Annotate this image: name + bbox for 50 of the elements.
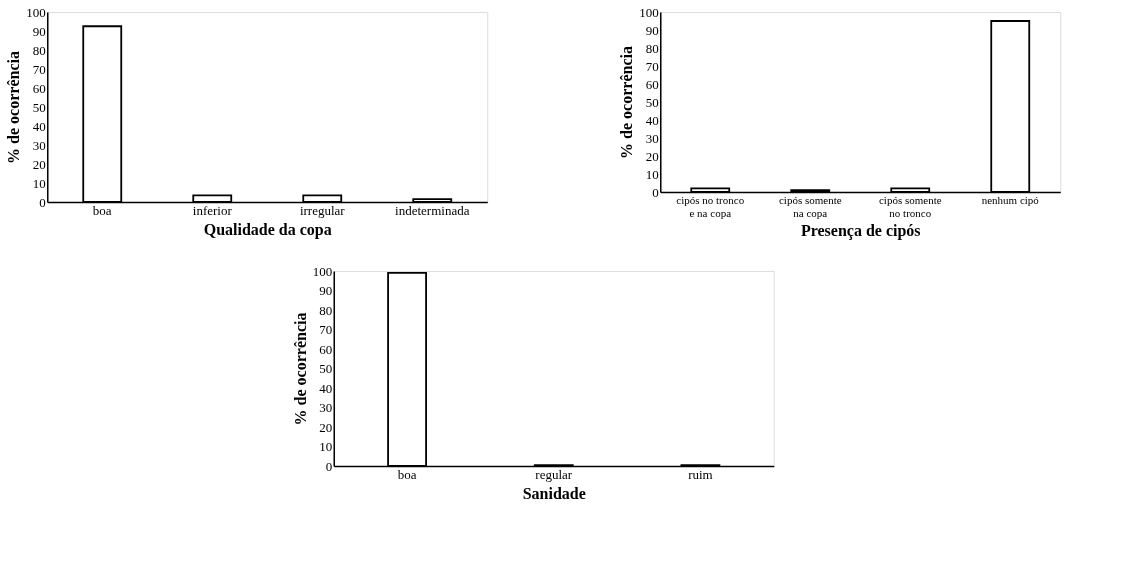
- y-tick-label: 40: [32, 118, 46, 134]
- y-tick-label: 60: [319, 341, 333, 357]
- y-tick-label: 20: [645, 148, 659, 164]
- x-tick-label: cipós no tronco e na copa: [676, 193, 745, 219]
- x-axis-title: Presença de cipós: [800, 221, 921, 240]
- x-tick-label: regular: [535, 466, 573, 482]
- y-tick-label: 60: [645, 76, 659, 92]
- y-axis-title: % de ocorrência: [291, 312, 309, 426]
- y-tick-label: 30: [319, 400, 333, 415]
- y-tick-label: 70: [319, 322, 333, 337]
- y-tick-label: 0: [652, 184, 659, 200]
- y-tick-label: 30: [645, 130, 659, 146]
- x-tick-label: ruim: [688, 466, 713, 482]
- x-tick-label: indeterminada: [395, 202, 470, 218]
- y-axis-title: % de ocorrência: [5, 51, 23, 164]
- y-tick-label: 90: [32, 23, 46, 39]
- x-tick-label: cipós somente na copa: [778, 193, 842, 219]
- y-tick-label: 50: [32, 99, 46, 115]
- y-tick-label: 70: [32, 61, 46, 77]
- x-axis-title: Qualidade da copa: [203, 220, 332, 239]
- y-tick-label: 10: [32, 175, 46, 191]
- y-tick-label: 40: [645, 112, 659, 128]
- y-tick-label: 10: [645, 166, 659, 182]
- y-tick-label: 0: [39, 194, 46, 210]
- y-tick-label: 80: [319, 302, 333, 318]
- y-tick-label: 80: [645, 40, 659, 56]
- x-axis-title: Sanidade: [522, 484, 586, 502]
- y-axis-title: % de ocorrência: [618, 46, 636, 159]
- y-tick-label: 100: [639, 4, 659, 20]
- y-tick-label: 60: [32, 80, 46, 96]
- x-tick-label: boa: [92, 202, 112, 218]
- y-tick-label: 0: [325, 458, 333, 474]
- x-tick-label: inferior: [192, 202, 233, 218]
- y-tick-label: 80: [32, 42, 46, 58]
- y-tick-label: 20: [319, 419, 333, 435]
- y-tick-label: 70: [645, 58, 659, 74]
- y-tick-label: 50: [319, 361, 333, 376]
- y-tick-label: 100: [312, 263, 333, 279]
- y-tick-label: 50: [645, 94, 659, 110]
- y-tick-label: 100: [26, 4, 46, 20]
- x-tick-label: nenhum cipó: [981, 193, 1040, 206]
- x-tick-label: irregular: [299, 202, 346, 218]
- y-tick-label: 40: [319, 380, 333, 396]
- y-tick-label: 90: [645, 22, 659, 38]
- y-tick-label: 10: [319, 439, 333, 454]
- y-tick-label: 30: [32, 137, 46, 153]
- x-tick-label: cipós somente no tronco: [878, 193, 942, 219]
- x-tick-label: boa: [397, 466, 417, 482]
- y-tick-label: 90: [319, 283, 333, 298]
- y-tick-label: 20: [32, 156, 46, 172]
